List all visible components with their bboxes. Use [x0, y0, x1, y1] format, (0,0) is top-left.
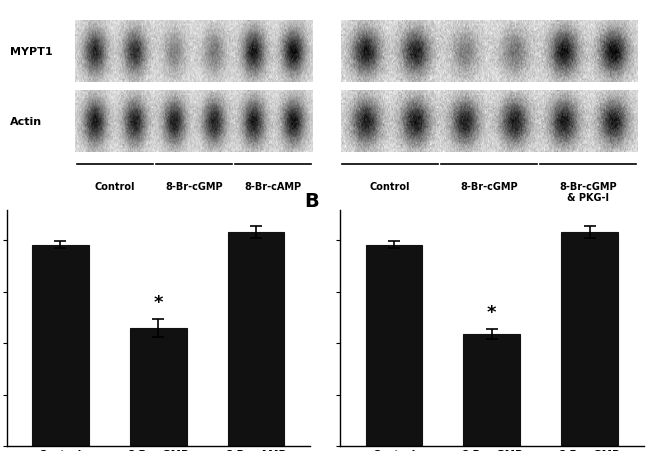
Bar	[562, 233, 618, 446]
Text: 8-Br-cGMP: 8-Br-cGMP	[460, 181, 518, 191]
Text: Actin: Actin	[10, 117, 42, 127]
Text: 8-Br-cAMP: 8-Br-cAMP	[244, 181, 302, 191]
Text: Control: Control	[94, 181, 135, 191]
Bar	[365, 245, 422, 446]
Text: Control: Control	[370, 181, 410, 191]
Text: *: *	[487, 303, 497, 321]
Bar	[32, 245, 88, 446]
Bar	[130, 328, 187, 446]
Bar	[463, 335, 520, 446]
Text: *: *	[153, 293, 163, 311]
Bar	[227, 233, 285, 446]
Text: B: B	[304, 191, 318, 210]
Text: MYPT1: MYPT1	[10, 47, 52, 57]
Text: 8-Br-cGMP
& PKG-I: 8-Br-cGMP & PKG-I	[559, 181, 617, 203]
Text: 8-Br-cGMP: 8-Br-cGMP	[165, 181, 223, 191]
